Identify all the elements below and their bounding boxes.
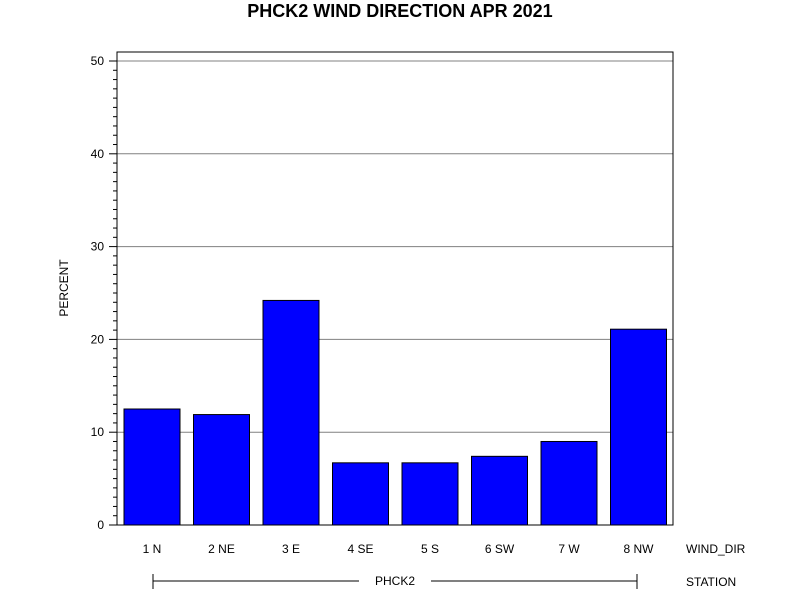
- x-axis-label: WIND_DIR: [686, 542, 746, 556]
- y-tick-label: 20: [91, 332, 105, 346]
- y-tick-label: 0: [97, 518, 104, 532]
- station-axis-label: STATION: [686, 575, 736, 589]
- x-tick-label: 6 SW: [485, 542, 515, 556]
- bar-7-w: [540, 440, 598, 526]
- bar-8-nw: [610, 328, 667, 526]
- bars: [123, 299, 667, 526]
- x-tick-label: 3 E: [282, 542, 300, 556]
- y-tick-label: 40: [91, 147, 105, 161]
- y-tick-label: 10: [91, 425, 105, 439]
- y-tick-label: 30: [91, 240, 105, 254]
- station-group-label: PHCK2: [375, 574, 415, 588]
- bar-6-sw: [471, 455, 528, 526]
- x-axis: 1 N 2 NE 3 E 4 SE 5 S 6 SW 7 W 8 NW: [143, 542, 655, 556]
- gridlines: [117, 60, 673, 433]
- plot-frame: [116, 51, 674, 526]
- x-tick-label: 7 W: [558, 542, 580, 556]
- bar-1-n: [123, 408, 181, 526]
- bar-3-e: [262, 299, 320, 526]
- bar-5-s: [401, 462, 459, 526]
- y-axis: 0 10 20 30 40 50: [91, 54, 117, 532]
- station-group: PHCK2: [152, 574, 638, 589]
- bar-2-ne: [193, 414, 250, 526]
- x-tick-label: 8 NW: [624, 542, 655, 556]
- y-axis-label: PERCENT: [57, 259, 71, 317]
- bar-4-se: [332, 462, 389, 526]
- x-tick-label: 2 NE: [208, 542, 235, 556]
- y-tick-label: 50: [91, 54, 105, 68]
- x-tick-label: 5 S: [421, 542, 439, 556]
- chart-title: PHCK2 WIND DIRECTION APR 2021: [247, 1, 553, 21]
- x-tick-label: 1 N: [143, 542, 162, 556]
- x-tick-label: 4 SE: [347, 542, 373, 556]
